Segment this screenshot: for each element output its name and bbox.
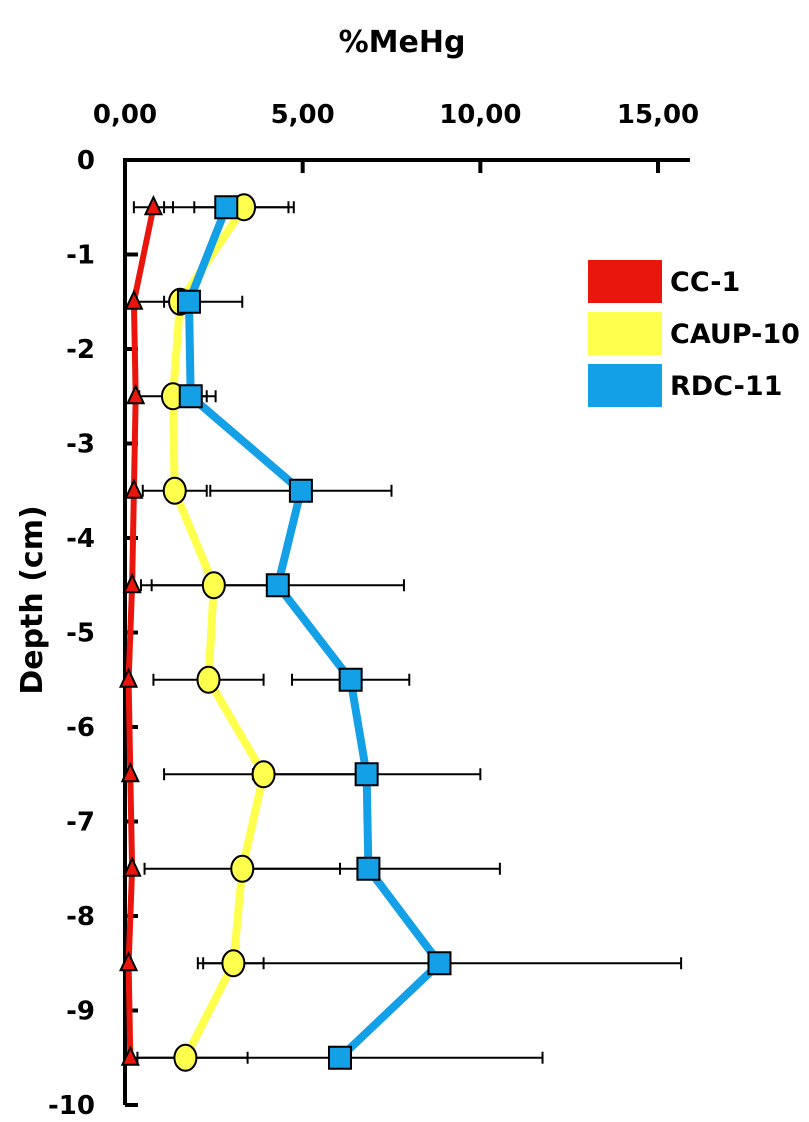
y-tick-label: -8 [66, 902, 95, 932]
data-point-RDC-11 [214, 195, 239, 220]
data-point-RDC-11 [354, 762, 379, 787]
data-point-CAUP-10 [230, 854, 255, 883]
legend-swatch-CAUP-10 [588, 312, 662, 355]
data-point-CC-1 [118, 950, 139, 972]
data-point-CC-1 [143, 194, 164, 216]
data-point-CAUP-10 [221, 949, 246, 978]
data-point-RDC-11 [338, 667, 363, 692]
series-line-CC-1 [125, 206, 157, 1058]
x-tick-label: 15,00 [617, 100, 699, 130]
data-point-CAUP-10 [173, 1043, 198, 1072]
series-line-RDC-11 [185, 205, 444, 1061]
y-axis-title: Depth (cm) [15, 505, 50, 694]
legend-label-RDC-11: RDC-11 [670, 371, 782, 402]
data-point-CAUP-10 [196, 665, 221, 694]
data-point-CC-1 [126, 383, 146, 405]
data-point-CC-1 [120, 1045, 140, 1066]
y-tick-label: -3 [66, 430, 95, 460]
series-line-CAUP-10 [169, 205, 268, 1060]
data-point-CC-1 [122, 572, 142, 594]
data-point-CAUP-10 [162, 476, 187, 505]
y-tick-label: 0 [77, 146, 95, 176]
data-point-CAUP-10 [251, 760, 276, 789]
y-tick-label: -2 [66, 335, 95, 365]
legend: CC-1 CAUP-10 RDC-11 [588, 260, 800, 407]
legend-label-CAUP-10: CAUP-10 [670, 319, 800, 350]
data-point-RDC-11 [178, 384, 203, 409]
legend-label-CC-1: CC-1 [670, 267, 740, 298]
x-tick-label: 5,00 [271, 100, 335, 130]
data-point-CC-1 [124, 478, 144, 499]
y-tick-label: -10 [48, 1091, 95, 1121]
data-point-RDC-11 [327, 1045, 352, 1070]
y-tick-label: -4 [66, 524, 95, 554]
data-point-RDC-11 [427, 951, 452, 976]
data-point-CC-1 [120, 761, 140, 783]
legend-swatch-RDC-11 [588, 364, 662, 407]
y-tick-label: -1 [66, 241, 95, 271]
series-lines [125, 205, 444, 1061]
y-tick-label: -5 [66, 619, 95, 649]
x-tick-label: 10,00 [439, 100, 521, 130]
axes: 0,00 5,00 10,00 15,00 0 -1 -2 -3 -4 -5 -6 -7 -8 -9 -10 [48, 100, 699, 1121]
data-point-CC-1 [118, 667, 139, 688]
data-point-CAUP-10 [201, 571, 226, 600]
data-point-RDC-11 [176, 289, 201, 314]
series-markers [118, 193, 452, 1072]
y-tick-label: -6 [66, 713, 95, 743]
legend-swatch-CC-1 [588, 260, 662, 303]
data-point-CC-1 [124, 289, 144, 310]
y-tick-label: -7 [66, 808, 95, 838]
data-point-CC-1 [122, 856, 142, 877]
y-tick-label: -9 [66, 997, 95, 1027]
x-axis-title: %MeHg [339, 25, 466, 60]
data-point-RDC-11 [265, 573, 290, 598]
x-tick-label: 0,00 [93, 100, 157, 130]
data-point-RDC-11 [356, 856, 381, 881]
data-point-RDC-11 [288, 478, 313, 503]
